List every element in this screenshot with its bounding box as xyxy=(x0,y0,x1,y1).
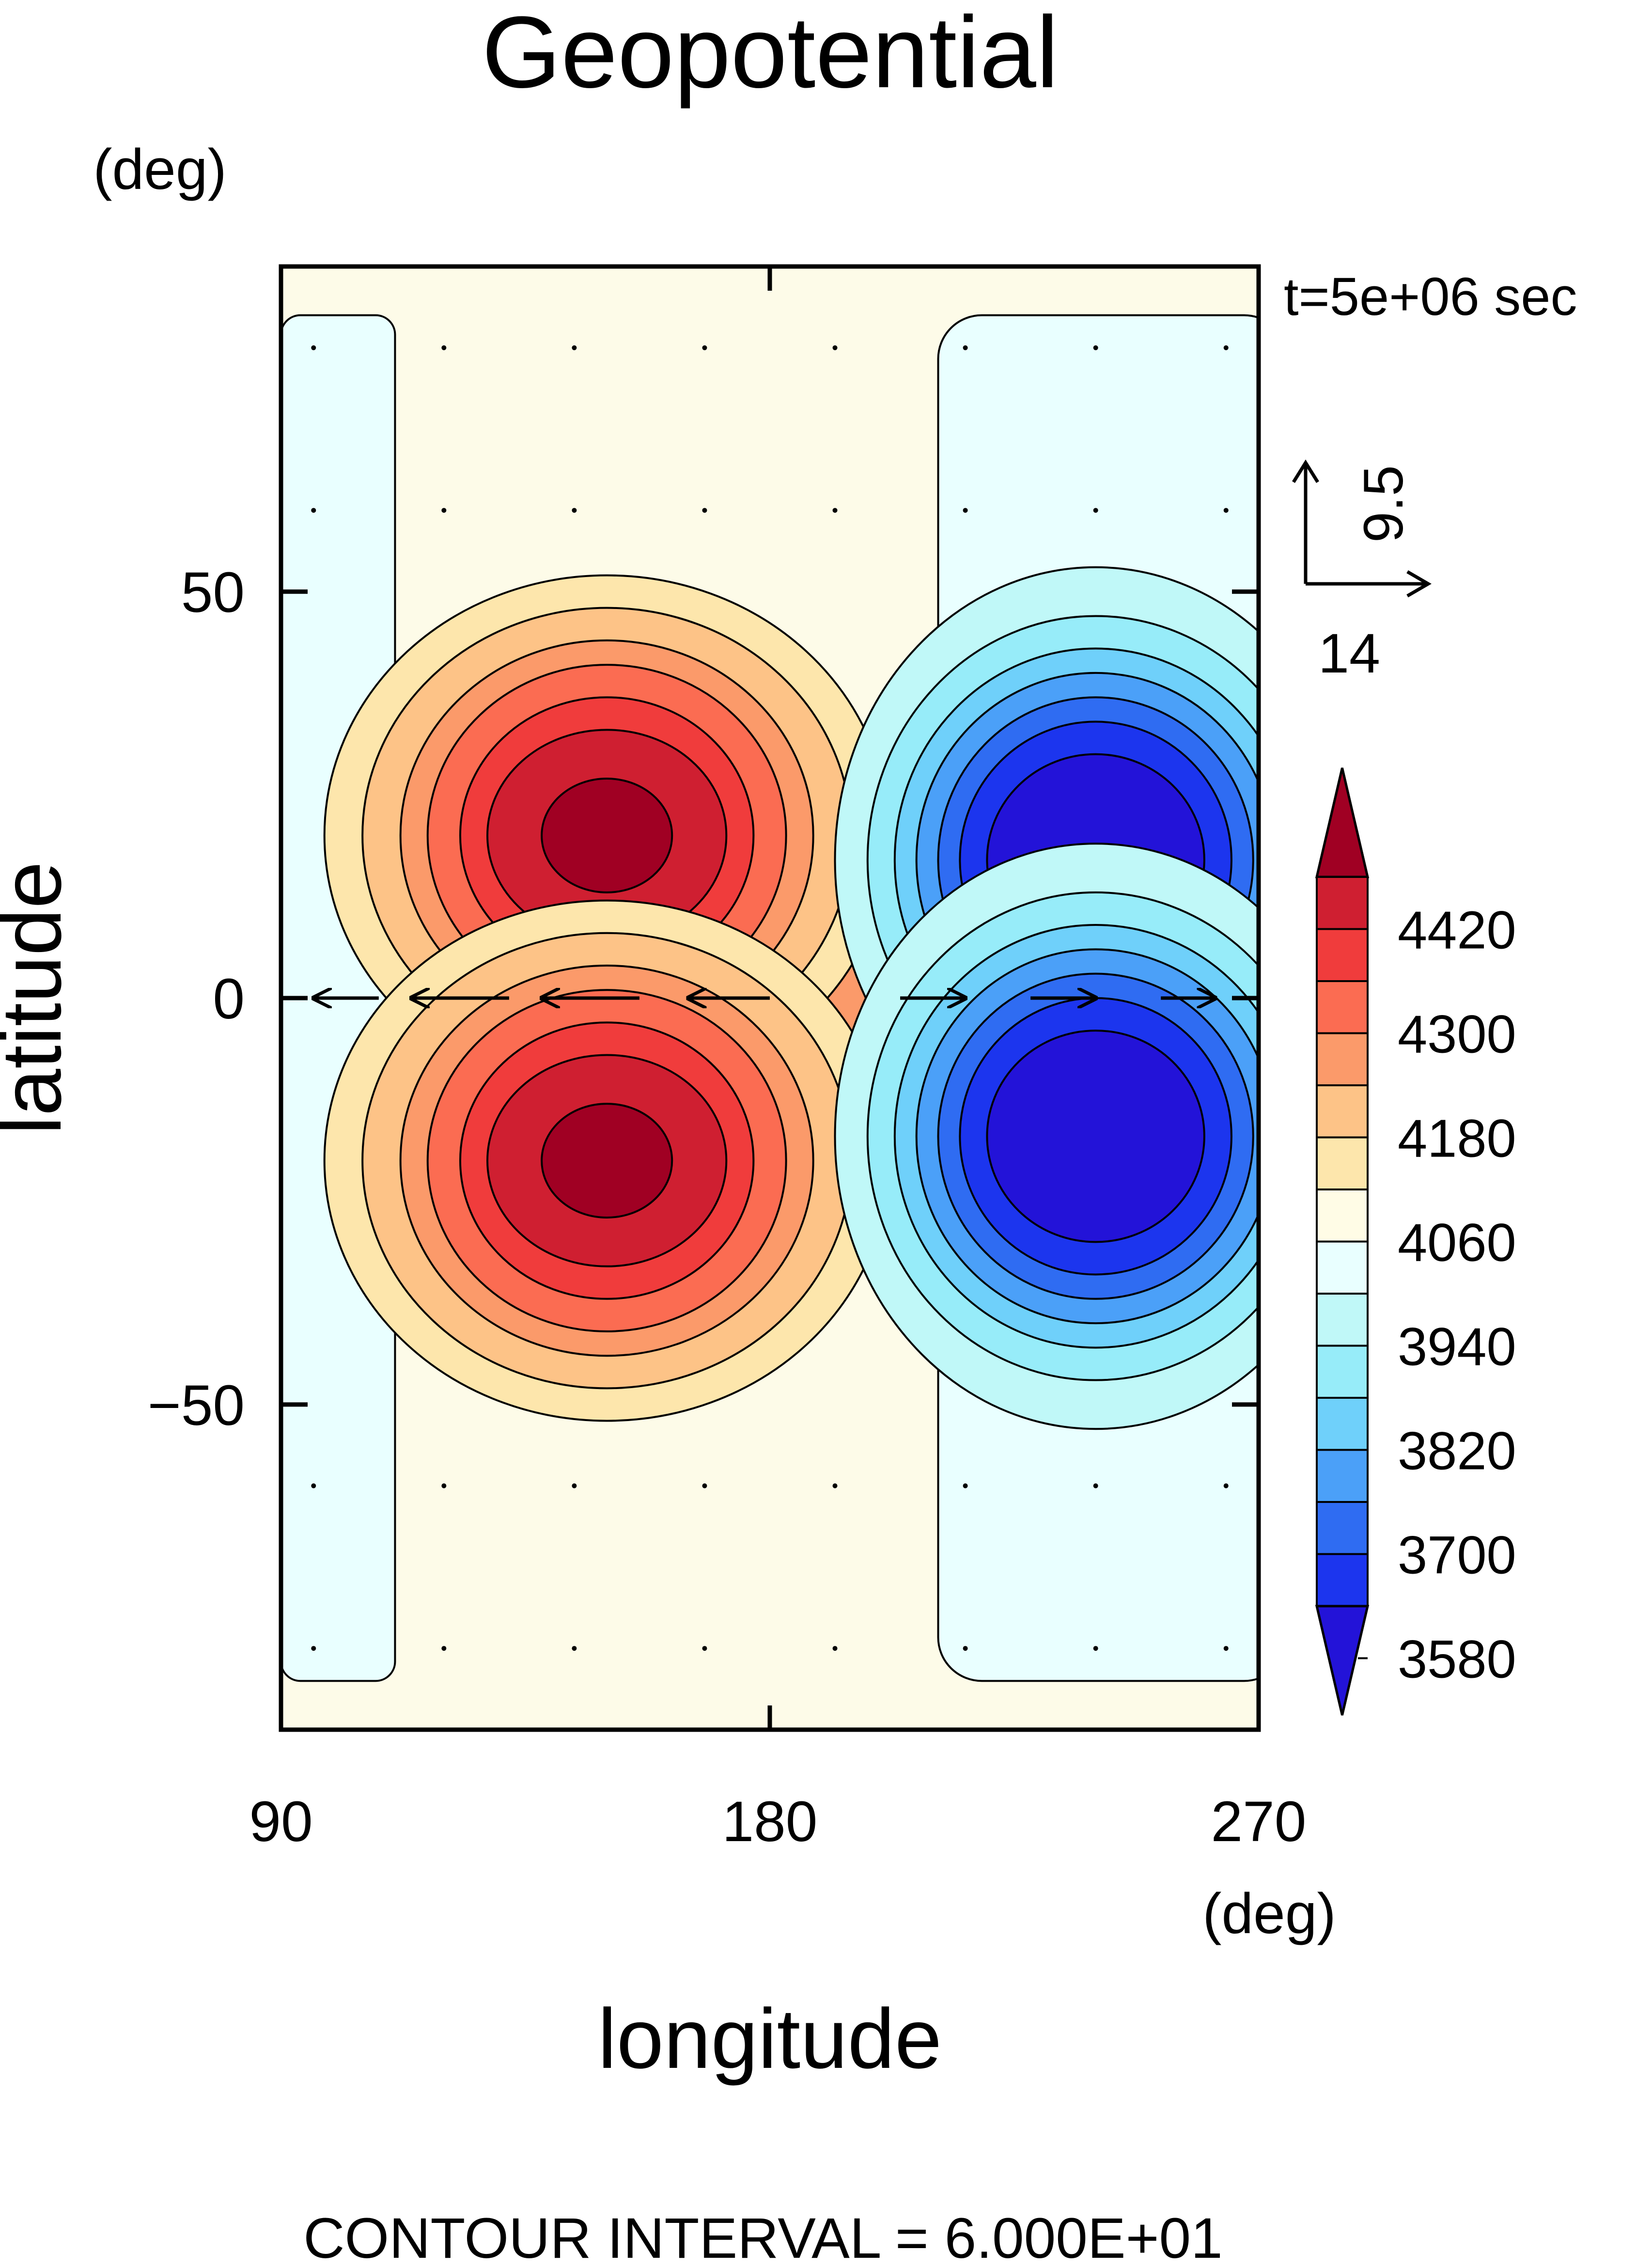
vector-dot xyxy=(572,1483,577,1488)
vector-dot xyxy=(832,1646,838,1651)
y-tick-label: 0 xyxy=(213,967,245,1031)
vector-dot xyxy=(1223,508,1229,513)
vector-dot xyxy=(1223,1483,1229,1488)
vector-dot xyxy=(572,345,577,350)
vector-dot xyxy=(963,1646,968,1651)
vector-dot xyxy=(702,1646,707,1651)
vector-dot xyxy=(572,508,577,513)
high-1-contour-6 xyxy=(541,1103,673,1219)
wind-vectors xyxy=(311,345,1229,1651)
y-tick-label: 50 xyxy=(181,561,245,625)
x-tick-label: 270 xyxy=(1211,1790,1307,1854)
time-label: t=5e+06 sec xyxy=(1284,267,1577,327)
colorbar-swatch xyxy=(1316,1345,1369,1399)
vector-dot xyxy=(311,1483,316,1488)
vector-dot xyxy=(1093,1483,1098,1488)
colorbar-label: 3940 xyxy=(1398,1317,1516,1377)
colorbar-label: 4300 xyxy=(1398,1005,1516,1064)
vector-dot xyxy=(441,1646,447,1651)
colorbar-swatch xyxy=(1316,1293,1369,1347)
colorbar-label: 4060 xyxy=(1398,1213,1516,1273)
colorbar-swatch xyxy=(1316,928,1369,982)
vector-dot xyxy=(311,345,316,350)
vector-dot xyxy=(1223,345,1229,350)
reference-arrowhead-right xyxy=(1406,570,1432,598)
colorbar-swatch xyxy=(1316,876,1369,930)
vector-dot xyxy=(702,508,707,513)
vector-reference: 9.5 14 xyxy=(1292,459,1432,685)
vector-dot xyxy=(963,345,968,350)
x-tick-label: 90 xyxy=(249,1790,312,1854)
axes: 90 180 270 50 0 −50 xyxy=(148,266,1307,1854)
y-axis-label: latitude xyxy=(0,861,79,1135)
vector-dot xyxy=(702,1483,707,1488)
colorbar-label: 4180 xyxy=(1398,1109,1516,1169)
colorbar-swatch xyxy=(1316,1501,1369,1555)
vector-dot xyxy=(963,508,968,513)
vector-dot xyxy=(311,1646,316,1651)
vector-dot xyxy=(441,508,447,513)
colorbar-swatch xyxy=(1316,980,1369,1034)
plot-area xyxy=(281,266,1259,1730)
vector-dot xyxy=(1093,1646,1098,1651)
colorbar-top-triangle xyxy=(1315,767,1370,878)
high-0-contour-6 xyxy=(541,778,673,893)
low-3-contour-6 xyxy=(986,1030,1205,1243)
colorbar-label: 4420 xyxy=(1398,901,1516,960)
contour-interval-footer: CONTOUR INTERVAL = 6.000E+01 xyxy=(303,2206,1223,2267)
colorbar-swatch xyxy=(1316,1397,1369,1451)
colorbar-swatch xyxy=(1316,1084,1369,1139)
colorbar: 4420 4300 4180 4060 3940 3820 3700 3580 xyxy=(1315,767,1516,1716)
vector-dot xyxy=(441,1483,447,1488)
vector-dot xyxy=(702,345,707,350)
x-axis-label: longitude xyxy=(598,1992,942,2086)
colorbar-swatch xyxy=(1316,1136,1369,1190)
vector-dot xyxy=(832,508,838,513)
x-unit-label: (deg) xyxy=(1202,1882,1336,1946)
vector-dot xyxy=(1093,345,1098,350)
vector-dot xyxy=(832,1483,838,1488)
vector-dot xyxy=(832,345,838,350)
colorbar-label: 3580 xyxy=(1398,1630,1516,1689)
colorbar-label: 3700 xyxy=(1398,1526,1516,1585)
colorbar-swatch xyxy=(1316,1449,1369,1503)
geopotential-field xyxy=(281,314,1259,1682)
reference-v-label: 9.5 xyxy=(1353,465,1415,543)
vector-dot xyxy=(311,508,316,513)
x-tick-label: 180 xyxy=(722,1790,818,1854)
colorbar-swatch xyxy=(1316,1240,1369,1295)
vector-dot xyxy=(572,1646,577,1651)
chart-title: Geopotential xyxy=(482,0,1059,109)
colorbar-swatch xyxy=(1316,1553,1369,1607)
colorbar-swatch xyxy=(1316,1032,1369,1086)
reference-arrowhead-up xyxy=(1292,459,1319,483)
y-unit-label: (deg) xyxy=(93,138,226,202)
y-tick-label: −50 xyxy=(148,1374,245,1438)
vector-dot xyxy=(963,1483,968,1488)
vector-dot xyxy=(441,345,447,350)
colorbar-label: 3820 xyxy=(1398,1422,1516,1481)
colorbar-bottom-triangle xyxy=(1315,1605,1370,1716)
colorbar-swatch xyxy=(1316,1188,1369,1243)
vector-dot xyxy=(1093,508,1098,513)
reference-u-label: 14 xyxy=(1318,623,1380,685)
vector-dot xyxy=(1223,1646,1229,1651)
